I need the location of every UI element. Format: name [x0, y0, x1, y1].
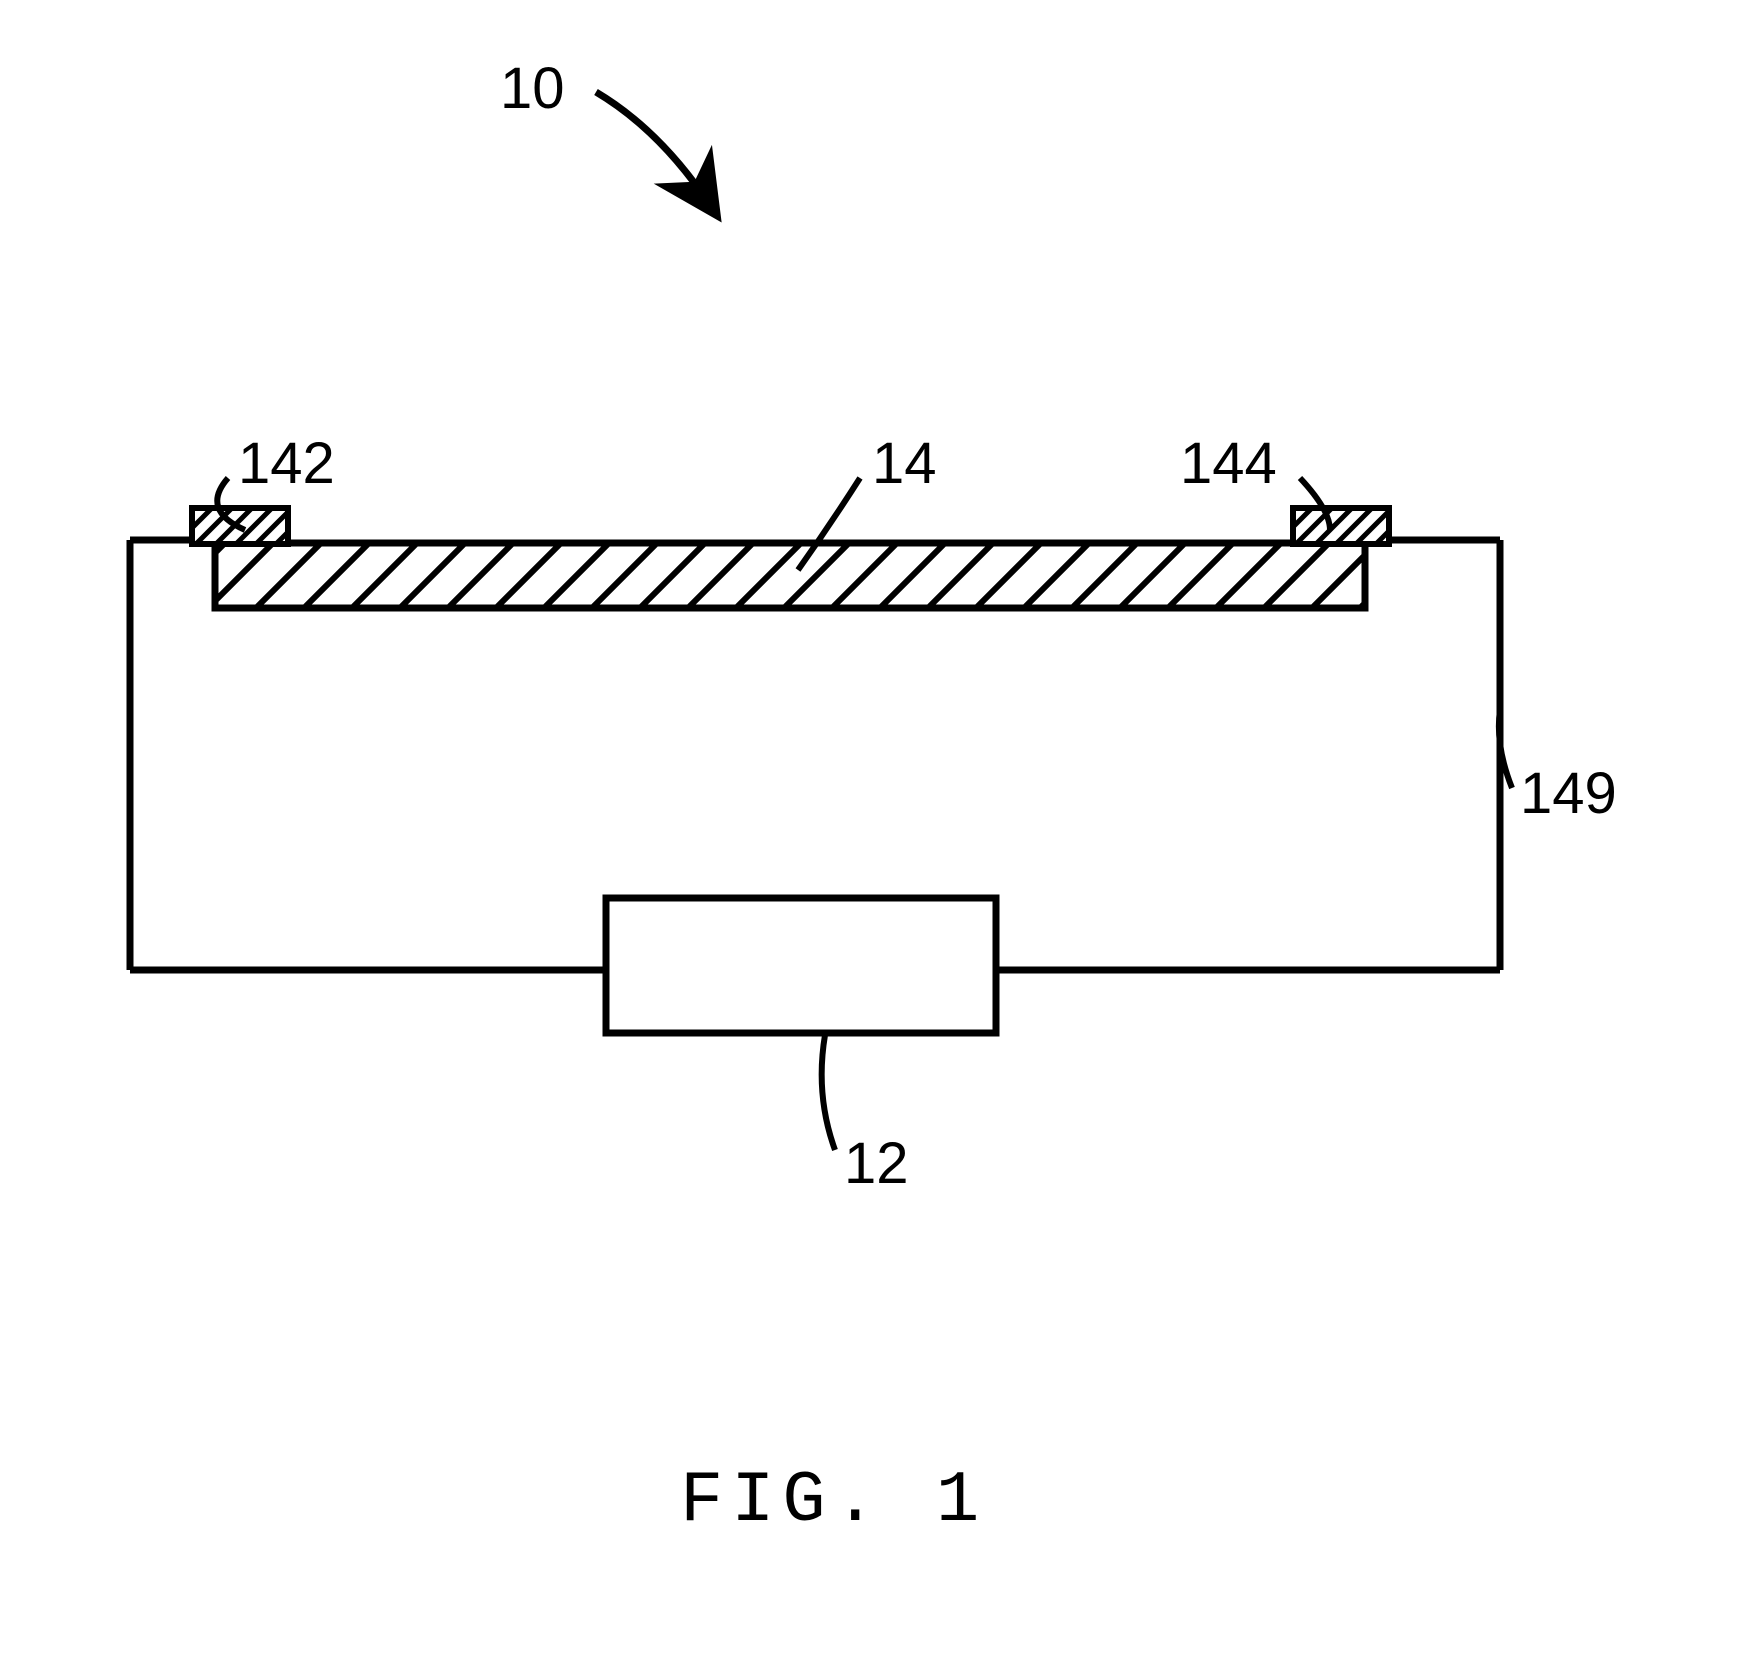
main-layer	[215, 543, 1365, 608]
label-right-electrode: 144	[1180, 430, 1277, 497]
label-layer: 14	[872, 430, 937, 497]
leader-power-box	[822, 1035, 835, 1150]
label-assembly: 10	[500, 55, 565, 122]
power-box	[606, 898, 996, 1033]
figure-caption: FIG. 1	[680, 1460, 987, 1542]
label-power-box: 12	[844, 1130, 909, 1197]
leader-assembly-arrow	[596, 92, 710, 205]
label-left-electrode: 142	[238, 430, 335, 497]
label-wire: 149	[1520, 760, 1617, 827]
figure-svg	[0, 0, 1753, 1655]
right-electrode	[1293, 508, 1389, 544]
